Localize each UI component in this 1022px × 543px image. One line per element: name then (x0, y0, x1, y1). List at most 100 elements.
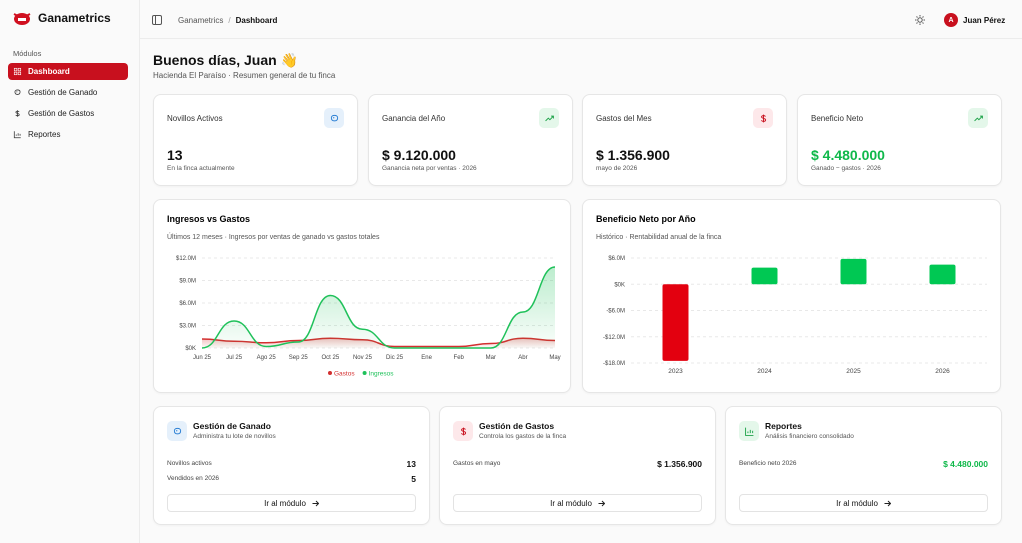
button-label: Ir al módulo (836, 498, 878, 508)
y-tick-label: $3.0M (179, 324, 196, 330)
module-description: Controla los gastos de la finca (479, 433, 567, 440)
stat-label: Beneficio Neto (811, 114, 864, 123)
icon (760, 114, 766, 122)
nav-label: Reportes (28, 130, 61, 139)
bar (751, 267, 778, 285)
x-tick-label: 2024 (757, 368, 772, 375)
x-tick-label: Ene (421, 355, 432, 361)
module-icon (167, 421, 187, 441)
y-tick-label: $0K (185, 346, 196, 352)
line-chart: Ingresos vs Gastos Últimos 12 meses · Ing… (167, 214, 561, 378)
stat-value: $ 1.356.900 (596, 147, 670, 163)
icon (744, 427, 753, 436)
avatar[interactable]: A (944, 13, 958, 27)
stat-icon (539, 108, 559, 128)
stat-card: Ganancia del Año $ 9.120.000 Ganancia neta… (368, 94, 573, 186)
legend-label: Ingresos (369, 371, 395, 378)
module-row-label: Novillos activos (167, 460, 212, 467)
legend-swatch (328, 371, 332, 375)
nav-label: Gestión de Ganado (28, 88, 98, 97)
y-tick-label: $0K (614, 282, 625, 288)
x-tick-label: Sep 25 (289, 355, 309, 361)
series-area (202, 267, 555, 348)
stat-card: Gastos del Mes $ 1.356.900 mayo de 2026 (582, 94, 787, 186)
x-tick-label: Abr (518, 355, 527, 361)
legend-swatch (362, 371, 367, 375)
brand: Ganametrics (12, 10, 111, 26)
theme-toggle[interactable] (915, 15, 925, 25)
module-title: Reportes (765, 421, 802, 431)
stat-card: Beneficio Neto $ 4.480.000 Ganado − gastos… (797, 94, 1002, 186)
y-tick-label: $6.0M (608, 256, 625, 262)
stat-icon (968, 108, 988, 128)
module-row-value: 5 (411, 474, 416, 484)
x-tick-label: Mar (486, 355, 496, 361)
bar (840, 258, 867, 285)
icon (14, 89, 21, 95)
nav-item[interactable]: Reportes (8, 126, 128, 143)
module-row-label: Gastos en mayo (453, 460, 501, 467)
y-tick-label: -$12.0M (603, 335, 625, 341)
greeting-title: Buenos días, Juan 👋 (153, 52, 299, 68)
stat-icon (753, 108, 773, 128)
module-button[interactable]: Ir al módulo (453, 494, 702, 512)
module-button[interactable]: Ir al módulo (167, 494, 416, 512)
x-tick-label: Ago 25 (257, 355, 277, 361)
nav-item[interactable]: Gestión de Gastos (8, 105, 128, 122)
module-row-value: 13 (406, 459, 416, 469)
button-label: Ir al módulo (264, 498, 306, 508)
legend-label: Gastos (334, 371, 355, 378)
module-description: Análisis financiero consolidado (765, 433, 854, 440)
module-description: Administra tu lote de novillos (193, 433, 276, 440)
module-button[interactable]: Ir al módulo (739, 494, 988, 512)
module-icon (739, 421, 759, 441)
icon (13, 67, 22, 76)
y-tick-label: $6.0M (179, 301, 196, 307)
user-name[interactable]: Juan Pérez (963, 16, 1006, 25)
breadcrumb: Ganametrics / Dashboard (178, 16, 277, 25)
stat-value: $ 4.480.000 (811, 147, 885, 163)
bar (662, 284, 689, 361)
stat-note: mayo de 2026 (596, 165, 638, 172)
module-row-value: $ 1.356.900 (657, 459, 702, 469)
module-icon (453, 421, 473, 441)
stat-note: Ganado − gastos · 2026 (811, 165, 881, 172)
stat-icon (324, 108, 344, 128)
icon (173, 427, 181, 434)
module-card: Gestión de Ganado Administra tu lote de n… (153, 406, 430, 525)
x-tick-label: Jun 25 (193, 355, 212, 361)
bar-chart-card: Beneficio Neto por Año Histórico · Rentab… (582, 199, 1001, 393)
brand-logo (13, 13, 31, 25)
module-card: Gestión de Gastos Controla los gastos de … (439, 406, 716, 525)
module-card: Reportes Análisis financiero consolidado B… (725, 406, 1002, 525)
icon (13, 131, 21, 139)
x-tick-label: Jul 25 (226, 355, 243, 361)
x-tick-label: Nov 25 (353, 355, 373, 361)
module-row-value: $ 4.480.000 (943, 459, 988, 469)
breadcrumb-parent[interactable]: Ganametrics (178, 16, 224, 25)
module-row-label: Vendidos en 2026 (167, 475, 220, 482)
x-tick-label: Feb (454, 355, 465, 361)
x-tick-label: Oct 25 (322, 355, 340, 361)
module-title: Gestión de Ganado (193, 421, 271, 431)
icon (544, 115, 554, 121)
arrow-icon (598, 500, 605, 506)
stat-label: Novillos Activos (167, 114, 223, 123)
x-tick-label: 2023 (668, 368, 683, 375)
series-line (201, 266, 556, 349)
icon (973, 115, 983, 121)
sidebar-toggle[interactable] (152, 15, 162, 25)
stat-note: En la finca actualmente (167, 165, 235, 172)
greeting-subtitle: Hacienda El Paraíso · Resumen general de… (153, 71, 336, 80)
nav-item[interactable]: Gestión de Ganado (8, 84, 128, 101)
arrow-icon (884, 500, 891, 506)
x-tick-label: May (549, 355, 560, 361)
icon (460, 427, 466, 435)
icon (330, 114, 338, 121)
y-tick-label: -$6.0M (606, 309, 625, 315)
brand-name: Ganametrics (38, 11, 111, 25)
y-tick-label: $9.0M (179, 279, 196, 285)
button-label: Ir al módulo (550, 498, 592, 508)
nav-item[interactable]: Dashboard (8, 63, 128, 80)
